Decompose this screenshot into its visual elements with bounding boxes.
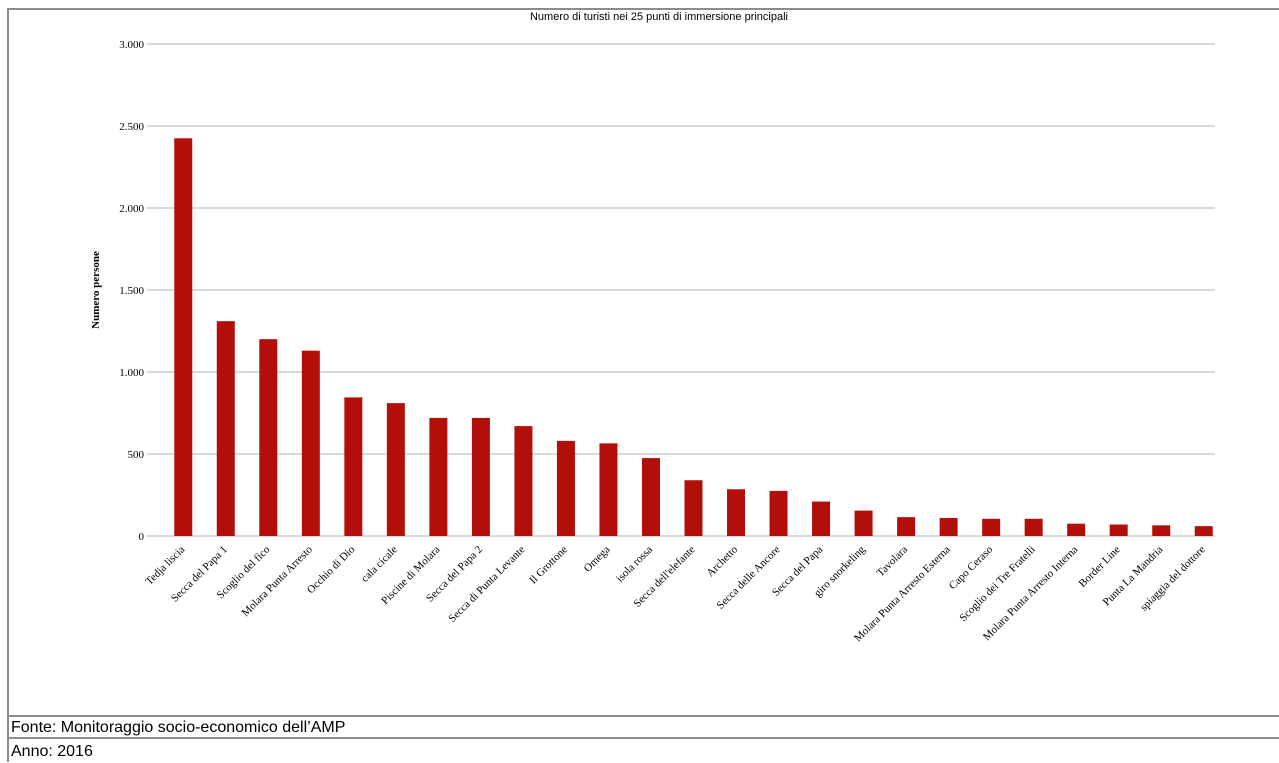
x-tick-label: cala cicale (359, 544, 400, 585)
gridlines (147, 43, 1215, 537)
bar (301, 350, 320, 536)
bar (939, 517, 958, 536)
bar (1109, 524, 1128, 536)
bar (471, 417, 490, 536)
y-axis-ticks: 0 500 1.000 1.500 2.000 2.500 3.000 (119, 39, 144, 543)
bar (514, 426, 533, 536)
x-tick-label: Archetto (704, 543, 740, 579)
bar (1194, 526, 1213, 536)
y-tick-label: 0 (139, 531, 145, 543)
y-tick-label: 500 (128, 449, 145, 461)
chart-frame: Numero di turisti nei 25 punti di immers… (7, 8, 1279, 762)
bar (769, 490, 788, 536)
x-tick-label: Omega (582, 544, 613, 575)
bar (599, 443, 618, 536)
bar (1024, 518, 1043, 536)
y-tick-label: 3.000 (119, 39, 144, 51)
x-tick-label: Secca di Punta Levante (446, 544, 527, 625)
y-tick-label: 1.000 (119, 367, 144, 379)
x-tick-label: Molara Punta Arresto (239, 543, 315, 619)
bar (727, 489, 746, 536)
bar (344, 397, 363, 536)
x-tick-label: Scoglio dei Tre Fratelli (957, 544, 1037, 624)
x-tick-label: Il Grottone (527, 544, 570, 587)
bar (259, 339, 278, 536)
bar (1152, 525, 1171, 536)
bar (174, 138, 193, 537)
bar (897, 517, 916, 536)
bars (174, 138, 1213, 537)
x-tick-label: Border Line (1077, 544, 1123, 590)
bar (1067, 523, 1086, 536)
x-tick-label: Tedja liscia (143, 544, 187, 588)
chart-title: Numero di turisti nei 25 punti di immers… (529, 11, 788, 23)
y-axis-label: Numero persone (90, 251, 102, 329)
year-note: Anno: 2016 (11, 743, 93, 760)
y-tick-label: 1.500 (119, 285, 144, 297)
x-tick-label: Tavolara (875, 544, 911, 580)
chart-area: Numero di turisti nei 25 punti di immers… (9, 10, 1279, 717)
bar (641, 458, 660, 536)
bar (386, 403, 405, 536)
bar (812, 501, 831, 536)
bar (216, 321, 235, 536)
bar (854, 510, 873, 536)
bar-chart: 0 500 1.000 1.500 2.000 2.500 3.000 Tedja lisc… (90, 39, 1215, 644)
bar (429, 417, 448, 536)
y-tick-label: 2.000 (119, 203, 144, 215)
source-note: Fonte: Monitoraggio socio-economico dell… (9, 717, 1279, 739)
x-tick-label: isola rossa (614, 544, 655, 585)
bar (684, 480, 703, 536)
y-tick-label: 2.500 (119, 121, 144, 133)
bar (556, 440, 575, 536)
bar (982, 518, 1001, 536)
